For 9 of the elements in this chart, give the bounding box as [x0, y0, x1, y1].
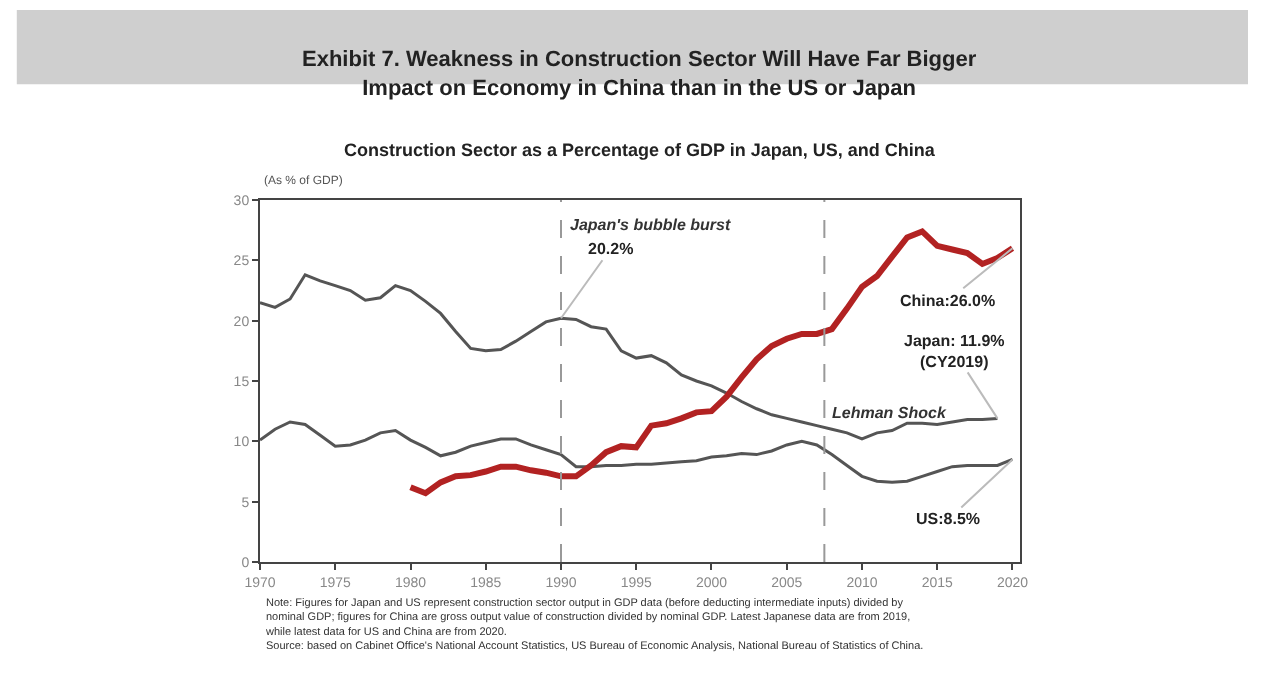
line-series — [260, 420, 1014, 484]
annotation: US:8.5% — [916, 510, 981, 528]
annotation: Japan: 11.9% (CY2019) — [904, 332, 1005, 371]
chart-title: Exhibit 7. Weakness in Construction Sector Will Have Far Bigger Impact on Economy in China than in the US or Japan — [302, 48, 978, 101]
chart-subtitle: Construction Sector as a Percentage of GDP in Japan, US, and China — [344, 140, 937, 160]
ref-line-label: Japan's bubble burst — [570, 216, 731, 234]
ref-line-label: Lehman Shock — [832, 404, 947, 422]
annotation: 20.2% — [588, 240, 634, 258]
annotation: China:26.0% — [900, 292, 996, 310]
